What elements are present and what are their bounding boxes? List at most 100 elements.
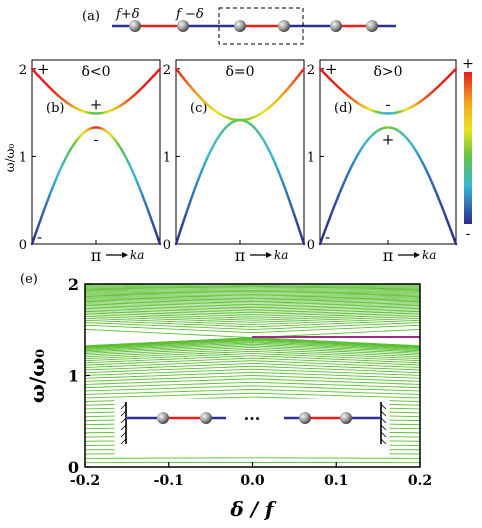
chain-ball <box>129 20 141 32</box>
inset-box <box>114 398 390 455</box>
upper-band-line <box>85 302 420 307</box>
lower-band-line <box>85 339 420 349</box>
chain-ball <box>177 20 189 32</box>
upper-band-line <box>85 322 420 330</box>
band-xlabel: ka <box>274 248 288 262</box>
panel-e-ytick-label: 2 <box>68 275 79 294</box>
panel-a-left-label: f+δ <box>115 7 140 22</box>
upper-band-line <box>85 293 420 297</box>
chain-ball <box>234 20 246 32</box>
lower-band-line <box>85 355 420 364</box>
sign-lower-zone: - <box>37 228 42 246</box>
band-xlabel: ka <box>422 248 436 262</box>
lower-band-line <box>85 375 420 382</box>
inset-dots: ··· <box>244 409 261 428</box>
upper-band-line <box>85 295 420 300</box>
band-xlabel: ka <box>130 248 144 262</box>
panel-e: (e) ··· -0.2 -0.1 0.0 0.1 0.2 0 1 2 ω/ω₀ δ / f <box>20 272 432 521</box>
band-panel: 0 1 2 π ka (c) δ=0 <box>163 59 306 265</box>
lower-band-line <box>85 381 420 389</box>
panel-a-label: (a) <box>82 9 100 24</box>
upper-band-line <box>85 287 420 290</box>
lower-band-line <box>85 340 420 350</box>
upper-band-line <box>85 317 420 325</box>
colorbar-bottom-label: - <box>466 226 471 242</box>
band-panel: 0 1 2 π ka (d) δ>0 + - + - <box>307 59 458 265</box>
lower-band-line <box>85 350 420 360</box>
band-xtick-label: π <box>383 246 394 265</box>
colorbar-top-label: + <box>462 56 474 72</box>
band-ytick-label: 2 <box>19 63 27 78</box>
upper-band-line <box>85 299 420 304</box>
inset-ball <box>299 412 311 424</box>
upper-band-line <box>85 303 420 309</box>
sign-upper-pi: + <box>90 95 103 113</box>
inset-wall-hatch <box>380 403 387 410</box>
lower-band-line <box>85 357 420 366</box>
band-panel-label: (c) <box>190 101 207 116</box>
upper-band-line <box>85 305 420 310</box>
upper-band-line <box>85 314 420 321</box>
inset-wall-hatch <box>380 424 387 431</box>
sign-upper-zone: + <box>37 60 50 78</box>
inset-wall-hatch <box>380 410 387 417</box>
lower-band-line <box>85 338 420 348</box>
band-ytick-label: 1 <box>307 150 315 165</box>
colorbar: + - <box>462 56 474 242</box>
band-ytick-label: 2 <box>163 63 171 78</box>
upper-band-line <box>85 309 420 315</box>
band-delta-label: δ<0 <box>81 64 110 80</box>
band-ytick-label: 2 <box>307 63 315 78</box>
band-panel-frame <box>175 59 305 245</box>
band-xtick-label: π <box>91 246 102 265</box>
panel-e-xtick-label: 0.0 <box>240 473 265 489</box>
inset-ball <box>200 412 212 424</box>
panel-e-label: (e) <box>20 272 38 287</box>
inset-ball <box>157 412 169 424</box>
upper-band-line <box>85 300 420 306</box>
sign-lower-pi: + <box>382 130 395 148</box>
panel-e-ylabel: ω/ω₀ <box>25 349 49 403</box>
lower-band-line <box>85 346 420 356</box>
inset-wall-hatch <box>380 431 387 438</box>
upper-band-line <box>85 294 420 298</box>
inset-wall-hatch <box>120 417 127 424</box>
band-arrowhead <box>266 252 272 258</box>
panel-e-xtick-label: 0.1 <box>324 473 348 489</box>
upper-band-line <box>85 310 420 317</box>
lower-band-line <box>85 342 420 352</box>
panel-a: (a) f+δ f −δ <box>82 7 396 45</box>
band-ytick-label: 1 <box>163 150 171 165</box>
sign-upper-pi: - <box>385 95 390 113</box>
band-arrowhead <box>122 252 128 258</box>
panel-a-right-label: f −δ <box>175 7 204 22</box>
lower-band-line <box>85 348 420 358</box>
inset-wall-hatch <box>120 410 127 417</box>
panel-e-ytick-label: 1 <box>68 367 79 386</box>
band-panel-label: (b) <box>46 101 64 116</box>
panel-e-xtick-label: -0.1 <box>154 473 184 489</box>
panel-e-xtick-label: 0.2 <box>408 473 432 489</box>
upper-band-line <box>85 298 420 303</box>
upper-band-line <box>85 288 420 291</box>
inset-wall-hatch <box>120 438 127 445</box>
upper-band-line <box>85 319 420 328</box>
inset: ··· <box>114 398 390 455</box>
upper-band-line <box>85 315 420 323</box>
band-delta-label: δ>0 <box>373 64 402 80</box>
upper-band-line <box>85 324 420 334</box>
lower-band-line <box>85 368 420 376</box>
sign-lower-pi: - <box>93 130 98 148</box>
upper-band-line <box>85 307 420 314</box>
lower-band-line <box>85 341 420 351</box>
lower-band-line <box>85 362 420 371</box>
lower-band-line <box>85 385 420 392</box>
lower-band-line <box>85 365 420 374</box>
panel-e-ytick-label: 0 <box>68 458 79 477</box>
sign-lower-zone: - <box>325 228 330 246</box>
chain-ball <box>278 20 290 32</box>
band-ytick-label: 0 <box>307 238 315 253</box>
panel-e-axes: -0.2 -0.1 0.0 0.1 0.2 0 1 2 <box>68 275 432 489</box>
chain-ball <box>330 20 342 32</box>
unit-cell-box <box>218 7 304 45</box>
